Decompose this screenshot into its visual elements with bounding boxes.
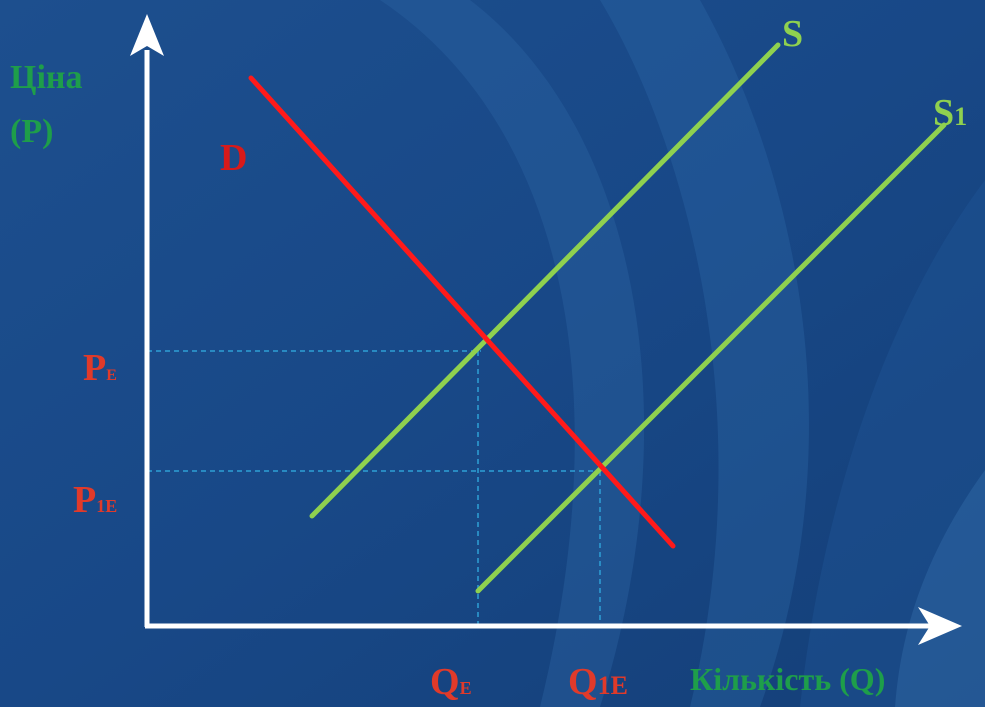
arrow-right-icon (918, 607, 962, 645)
axes (130, 14, 962, 645)
price-new-main: P (73, 479, 96, 521)
arrow-up-icon (130, 14, 164, 56)
supply-curve-label: S (782, 13, 803, 55)
supply-curve-s1 (475, 122, 947, 594)
price-new-label: P1E (73, 479, 117, 521)
price-initial-label: PE (83, 347, 117, 389)
demand-curve-label: D (220, 137, 247, 179)
y-axis-label-line1: Ціна (10, 59, 82, 96)
price-new-sub: 1E (96, 496, 117, 516)
supply-shifted-curve-label: S1 (933, 92, 967, 134)
equilibrium-guides (147, 350, 601, 626)
quantity-new-label: Q1E (568, 661, 628, 703)
quantity-initial-main: Q (430, 661, 460, 703)
y-axis-label-line2: (P) (10, 113, 53, 150)
quantity-new-sub: 1E (598, 671, 628, 700)
price-initial-sub: E (106, 367, 117, 384)
x-axis-label: Кількість (Q) (690, 661, 885, 697)
quantity-initial-sub: E (460, 678, 472, 698)
supply-shifted-sub: 1 (954, 102, 967, 131)
price-initial-main: P (83, 347, 106, 389)
supply-shifted-main: S (933, 92, 954, 134)
demand-curve (248, 75, 676, 549)
supply-curve-s (309, 42, 781, 519)
quantity-initial-label: QE (430, 661, 472, 703)
quantity-new-main: Q (568, 661, 598, 703)
